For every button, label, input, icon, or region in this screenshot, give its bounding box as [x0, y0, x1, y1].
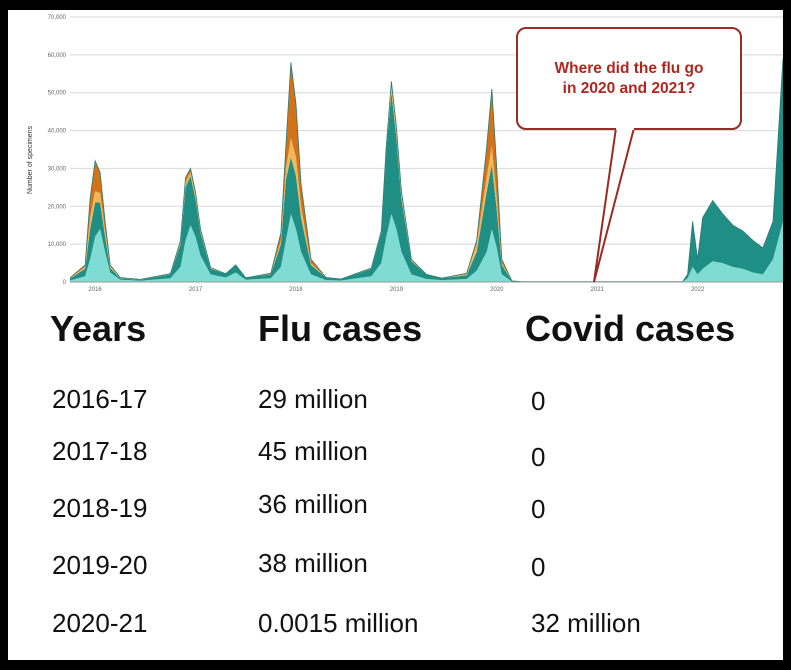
y-tick-label: 50,000 — [48, 91, 67, 97]
flu-chart: 70,000 60,000 50,000 40,000 30,000 20,000 10,0… — [27, 15, 783, 293]
x-tick-label: 2022 — [691, 287, 705, 293]
row-5-covid: 32 million — [531, 608, 641, 638]
row-3-covid: 0 — [531, 494, 546, 524]
callout-pointer — [593, 127, 636, 283]
row-2-covid: 0 — [531, 442, 546, 472]
row-1-year: 2016-17 — [52, 384, 148, 414]
row-3-flu: 36 million — [258, 489, 368, 519]
header-years: Years — [50, 308, 147, 349]
annotation-callout: Where did the flu go in 2020 and 2021? — [516, 27, 742, 130]
y-tick-label: 40,000 — [48, 129, 67, 135]
x-tick-label: 2019 — [390, 287, 404, 293]
row-1-covid: 0 — [531, 386, 546, 416]
row-2-year: 2017-18 — [52, 436, 148, 466]
row-4-flu: 38 million — [258, 548, 368, 578]
row-3-year: 2018-19 — [52, 493, 148, 523]
y-tick-label: 0 — [63, 280, 67, 286]
annotation-line-1: Where did the flu go — [554, 60, 704, 77]
row-4-year: 2019-20 — [52, 550, 148, 580]
x-tick-label: 2017 — [189, 287, 203, 293]
y-axis-label: Number of specimens — [27, 125, 34, 194]
pointer-join — [616, 125, 634, 130]
x-tick-label: 2018 — [289, 287, 303, 293]
x-tick-label: 2016 — [88, 287, 102, 293]
row-5-flu: 0.0015 million — [258, 608, 419, 638]
series-1-area — [70, 213, 783, 282]
row-1-flu: 29 million — [258, 384, 368, 414]
annotation-line-2: in 2020 and 2021? — [562, 80, 696, 97]
y-tick-label: 60,000 — [48, 53, 67, 59]
y-tick-label: 70,000 — [48, 15, 67, 21]
y-tick-label: 20,000 — [48, 204, 67, 210]
row-4-covid: 0 — [531, 552, 546, 582]
header-flu-cases: Flu cases — [258, 308, 423, 349]
row-2-flu: 45 million — [258, 436, 368, 466]
series-2-area — [70, 58, 783, 282]
y-tick-label: 30,000 — [48, 166, 67, 172]
infographic: 70,000 60,000 50,000 40,000 30,000 20,000 10,0… — [8, 10, 783, 660]
x-tick-label: 2020 — [490, 287, 504, 293]
header-covid-cases: Covid cases — [525, 308, 736, 349]
x-tick-label: 2021 — [591, 287, 605, 293]
total-outline — [69, 58, 783, 282]
y-tick-label: 10,000 — [48, 242, 67, 248]
row-5-year: 2020-21 — [52, 608, 148, 638]
